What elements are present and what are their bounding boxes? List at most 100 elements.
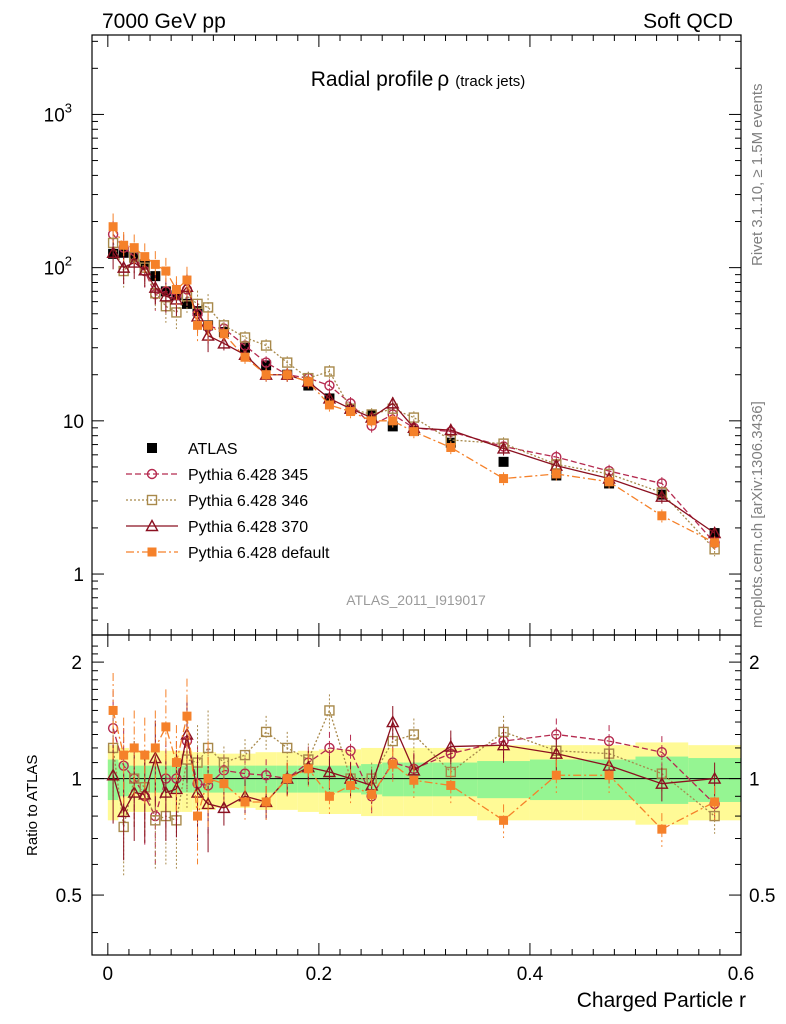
data-point [140, 252, 150, 262]
data-point [203, 320, 213, 330]
ratio-point [127, 785, 141, 798]
data-point [127, 255, 141, 268]
data-point [138, 263, 152, 276]
y-tick-label: 1 [73, 565, 84, 586]
legend-marker [147, 443, 157, 453]
ratio-point [602, 758, 616, 771]
y-tick-label-exponent: 2 [65, 254, 72, 269]
ratio-y-tick-label-right: 0.5 [749, 886, 775, 907]
data-point [282, 357, 293, 368]
ratio-point [604, 770, 614, 780]
y-tick-label: 103 [44, 100, 72, 126]
legend-marker [146, 468, 158, 480]
ratio-point [140, 750, 150, 760]
ratio-point [218, 757, 230, 768]
ratio-point [150, 815, 161, 826]
data-point [193, 320, 203, 330]
ratio-point [260, 770, 272, 781]
ratio-point [106, 768, 120, 781]
ratio-point [386, 715, 400, 728]
data-point [710, 538, 720, 548]
ratio-point [367, 789, 377, 799]
ratio-point [260, 726, 272, 738]
data-point [161, 266, 171, 276]
ratio-point [710, 797, 720, 807]
ratio-y-axis-label: Ratio to ATLAS [24, 755, 41, 856]
ratio-point [324, 742, 335, 754]
data-point [444, 423, 458, 436]
plot-title-symbol: ρ [437, 68, 449, 91]
uncertainty-band-inner [477, 761, 530, 799]
y-tick-label: 102 [44, 254, 72, 280]
data-point [324, 380, 335, 391]
ratio-point [603, 735, 615, 747]
ratio-point [549, 746, 564, 759]
data-point [150, 259, 160, 269]
ratio-point [407, 763, 421, 776]
ratio-point [161, 722, 171, 732]
data-point [367, 416, 377, 426]
ratio-line [112, 720, 715, 814]
ratio-point [324, 705, 335, 716]
ratio-point [159, 785, 173, 798]
y-tick-label-exponent: 3 [65, 100, 72, 115]
ratio-point [282, 774, 292, 784]
ratio-point [657, 824, 667, 834]
ratio-point [709, 810, 720, 822]
ratio-point [388, 759, 398, 769]
data-point [129, 243, 139, 253]
legend-marker [146, 494, 158, 506]
ratio-point [444, 739, 458, 752]
legend-entry: Pythia 6.428 345 [126, 467, 308, 484]
ratio-y-tick-label-left: 1 [71, 770, 82, 791]
plot-title-suffix: (track jets) [455, 73, 525, 90]
ratio-line [112, 727, 716, 818]
ratio-point [345, 745, 356, 756]
data-point [219, 329, 229, 339]
ratio-point [707, 771, 722, 784]
data-point [604, 477, 614, 487]
ratio-point [203, 774, 213, 784]
legend-entry: Pythia 6.428 346 [126, 493, 308, 510]
ratio-point [655, 776, 669, 789]
ratio-point [551, 770, 561, 780]
ratio-point [408, 729, 420, 740]
plot-title-main: Radial profile [311, 68, 434, 91]
ratio-series-layer [106, 672, 722, 876]
data-point [240, 352, 250, 362]
data-point [657, 511, 667, 521]
legend-entry: Pythia 6.428 370 [126, 519, 308, 536]
ratio-point [499, 815, 509, 825]
data-point [498, 456, 509, 467]
ratio-point [217, 800, 231, 814]
ratio-y-tick-label-left: 2 [71, 653, 82, 674]
ratio-series-pythia-6-428-default [108, 672, 720, 865]
data-point [496, 441, 511, 454]
ratio-point [108, 705, 118, 715]
data-point [324, 366, 335, 377]
data-point [261, 370, 271, 380]
data-point [119, 240, 129, 250]
legend-label: Pythia 6.428 345 [188, 467, 308, 484]
x-tick-label: 0.4 [517, 964, 544, 985]
ratio-point [282, 742, 293, 754]
ratio-point [171, 758, 181, 768]
series-pythia-6-428-default [108, 213, 720, 550]
series-line [112, 233, 716, 544]
data-point [202, 302, 214, 313]
data-point [346, 407, 356, 417]
data-point [409, 427, 419, 437]
ratio-point [193, 811, 203, 821]
category-label: Soft QCD [643, 10, 733, 33]
legend-label: Pythia 6.428 default [188, 545, 330, 562]
ratio-point [119, 750, 129, 760]
data-point [180, 279, 194, 292]
data-point [282, 370, 292, 380]
data-point [388, 416, 398, 426]
legend-label: Pythia 6.428 346 [188, 493, 308, 510]
data-point [551, 469, 561, 479]
ratio-frame [91, 634, 742, 956]
ratio-point [240, 797, 250, 807]
ratio-point [346, 780, 356, 790]
